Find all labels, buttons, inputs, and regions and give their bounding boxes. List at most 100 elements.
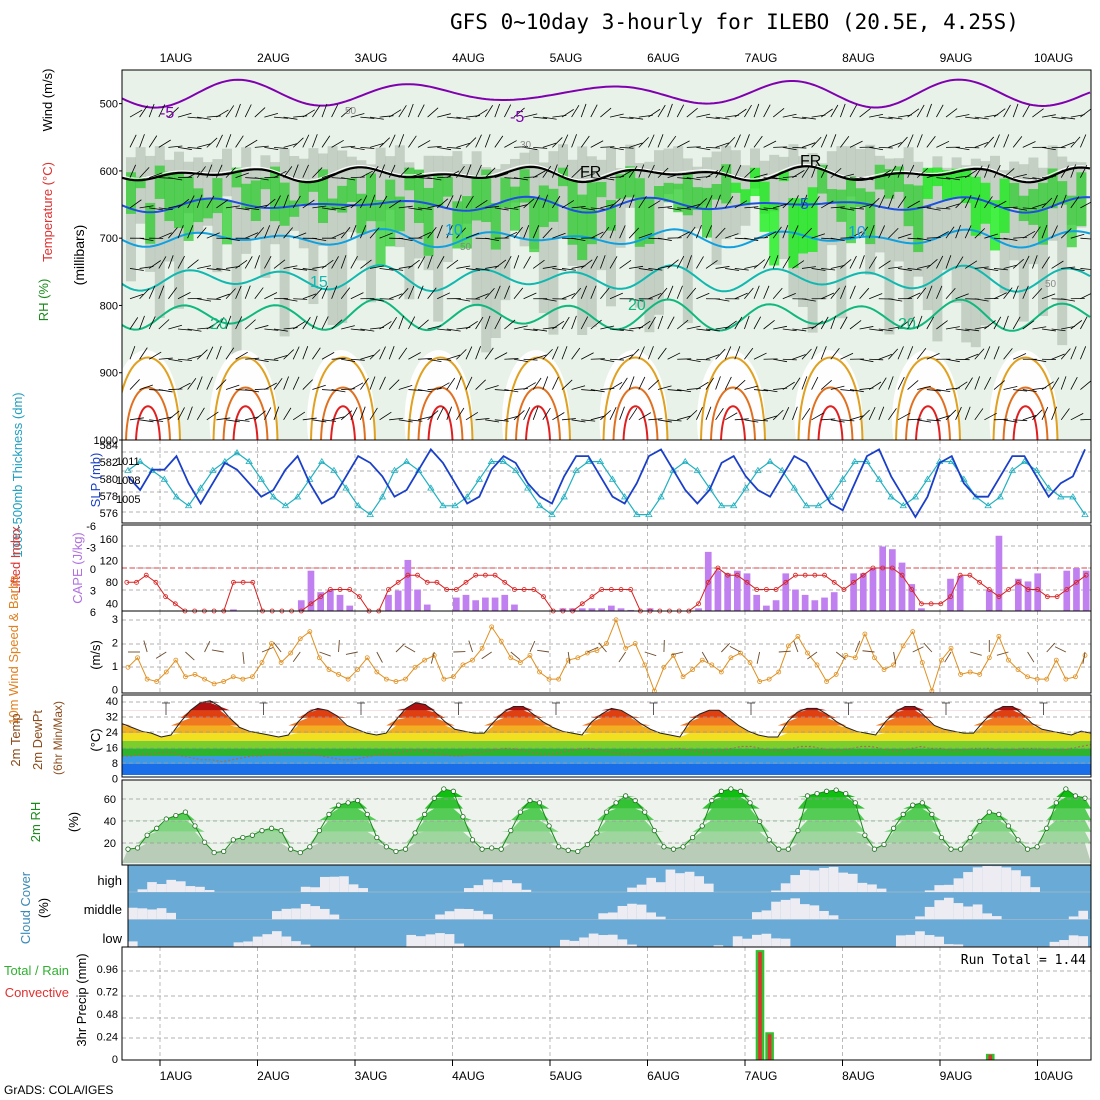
wind-barb	[686, 255, 692, 269]
wind-barb-10m	[778, 650, 791, 653]
wind-barb	[638, 320, 651, 330]
wind-speed-point	[470, 657, 475, 663]
lifted-index-point	[618, 587, 624, 592]
temp-contour-hottest	[622, 405, 649, 440]
rh-point	[125, 846, 131, 852]
wind-barb	[1060, 194, 1067, 209]
rh-moist	[183, 176, 194, 241]
wind-barb	[408, 352, 421, 360]
rh-point	[134, 845, 141, 851]
ylabel-millibars: (millibars)	[71, 225, 87, 286]
wind-barb	[830, 167, 842, 178]
wind-barb	[1003, 386, 1018, 390]
rh-point	[1053, 800, 1059, 806]
rh-moist	[567, 179, 578, 245]
wind-barb-10m	[430, 651, 435, 664]
rh-shade	[231, 169, 242, 355]
thickness-point	[196, 484, 205, 491]
wind-barb	[245, 389, 260, 393]
wind-barb	[475, 417, 490, 421]
rh-point	[948, 846, 954, 852]
rh-moist	[942, 170, 952, 200]
cloud-bar	[953, 903, 964, 920]
wind-barb	[504, 177, 519, 180]
cloud-bar	[982, 866, 992, 892]
wind-barb	[629, 298, 644, 302]
date-label-bottom: 7AUG	[745, 1069, 778, 1083]
wind-barb	[600, 255, 606, 269]
wind-barb	[1032, 409, 1043, 421]
rh-shade	[846, 146, 856, 197]
cloud-bar	[473, 885, 484, 892]
cloud-bar	[579, 937, 589, 947]
wind-barb	[916, 104, 925, 118]
lifted-index-point	[734, 572, 740, 578]
cloud-bar	[320, 876, 330, 892]
wind-barb	[542, 116, 557, 120]
wind-barb	[139, 419, 154, 423]
wind-barb	[792, 406, 798, 420]
wind-barb	[485, 265, 500, 269]
wind-barb	[993, 200, 1007, 209]
wind-barb	[907, 380, 919, 390]
wind-barb	[561, 134, 569, 148]
cape-bar	[879, 546, 887, 611]
wind-barb	[139, 315, 145, 330]
wind-barb	[676, 104, 685, 118]
wind-barb	[916, 287, 927, 299]
temp-contour-hottest	[915, 405, 941, 440]
lifted-index-point	[909, 587, 915, 592]
wind-barb	[388, 109, 402, 118]
temp-band	[122, 756, 1091, 764]
cloud-bar	[598, 935, 608, 947]
slp-ytick-left: 582	[100, 457, 118, 469]
thickness-point	[1008, 466, 1017, 473]
lifted-index-point	[1006, 587, 1012, 592]
rh-point	[163, 816, 169, 822]
cloud-bar	[483, 879, 493, 892]
wind-barb	[369, 194, 376, 209]
date-label-top: 2AUG	[257, 51, 290, 65]
wind-barb	[504, 207, 519, 210]
wind-speed-point	[403, 676, 408, 682]
wind-barb	[513, 107, 525, 118]
wind-barb	[494, 352, 508, 360]
rh-point	[670, 846, 677, 852]
rh-moist	[682, 173, 693, 216]
wind-barb	[859, 326, 874, 330]
wind-barb	[379, 232, 393, 239]
wind-barb	[177, 292, 191, 300]
cloud-bar	[300, 944, 311, 947]
wind-speed-point	[690, 667, 696, 673]
wind-barb	[206, 164, 213, 178]
cape-bar	[472, 600, 480, 611]
cape-bar	[821, 597, 828, 611]
wind-barb	[1070, 114, 1085, 118]
wind-barb-10m	[537, 649, 550, 653]
wind-barb	[245, 232, 259, 239]
wind-barb	[667, 352, 681, 360]
cloud-bar	[310, 887, 320, 892]
wind-barb	[744, 134, 750, 148]
wind-barb	[129, 379, 140, 390]
wind-barb	[657, 347, 667, 360]
wind-barb	[734, 379, 746, 390]
wind-barb	[436, 225, 443, 239]
wind-barb	[753, 419, 768, 422]
wind-barb	[590, 177, 605, 180]
wind-barb	[686, 358, 701, 363]
cape-bar	[811, 600, 819, 611]
slp-ytick-left: 576	[100, 508, 118, 520]
wind-barb	[763, 177, 778, 180]
wind-speed-point	[642, 662, 648, 668]
wind-barb	[273, 225, 280, 239]
wind-barb	[820, 346, 827, 360]
wind-barb	[571, 206, 586, 209]
wind-barb	[1051, 328, 1066, 332]
wind-barb	[1022, 255, 1030, 269]
wind-barb	[561, 293, 576, 300]
lifted-index-point	[822, 572, 827, 578]
wind-speed-point	[919, 660, 925, 665]
rh-shade	[548, 151, 559, 335]
wind-barb	[475, 346, 481, 360]
